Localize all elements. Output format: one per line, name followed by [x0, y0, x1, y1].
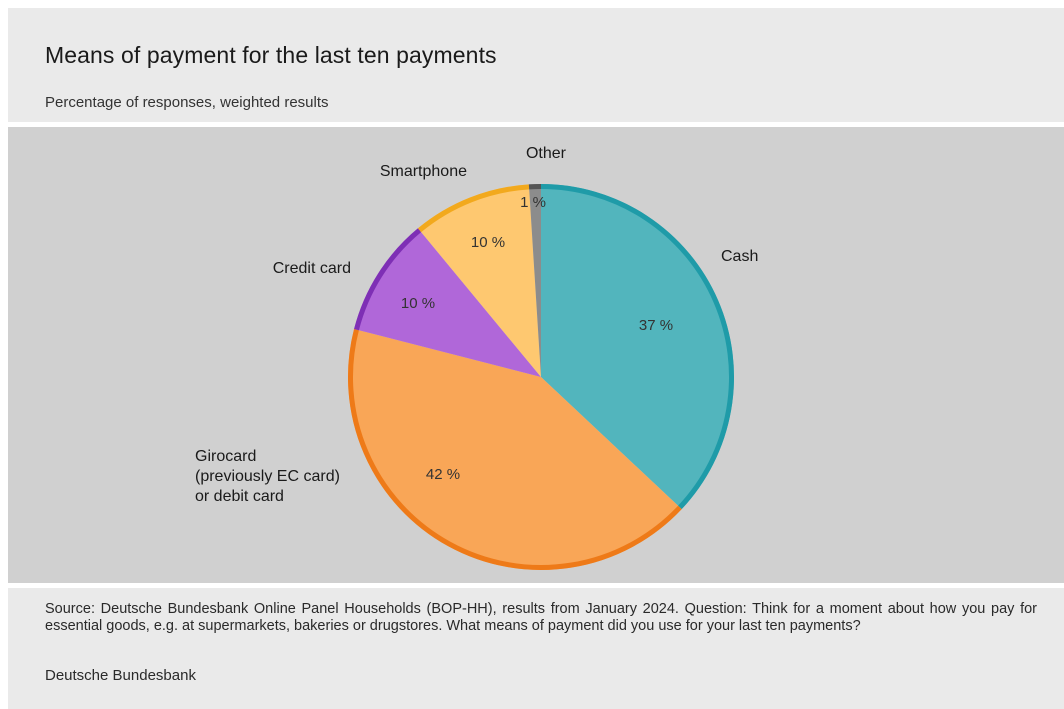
pie-slice-smartphone	[417, 184, 541, 377]
chart-subtitle: Percentage of responses, weighted result…	[45, 94, 329, 111]
pie-slice-border-girocard	[348, 329, 682, 570]
value-label-girocard: 42 %	[426, 466, 460, 483]
publisher: Deutsche Bundesbank	[45, 667, 196, 684]
pie-slice-cash	[541, 184, 734, 510]
category-label-other: Other	[526, 145, 567, 162]
category-label-credit: Credit card	[273, 260, 351, 277]
pie-slice-border-smartphone	[417, 184, 530, 233]
pie-slice-border-credit	[354, 228, 422, 331]
value-label-credit: 10 %	[401, 295, 435, 312]
pie-slices	[348, 184, 734, 570]
category-label-girocard: Girocard (previously EC card) or debit car…	[195, 448, 340, 505]
value-label-smartphone: 10 %	[471, 234, 505, 251]
pie-chart: Cash 37 % Girocard (previously EC card) or d…	[195, 145, 758, 570]
category-label-cash: Cash	[721, 248, 758, 265]
value-label-other: 1 %	[520, 194, 546, 211]
value-label-cash: 37 %	[639, 317, 673, 334]
pie-slice-other	[528, 184, 541, 377]
pie-slice-border-cash	[540, 184, 734, 510]
chart-footer: Source: Deutsche Bundesbank Online Panel…	[8, 588, 1064, 709]
pie-slice-girocard	[348, 329, 682, 570]
source-note: Source: Deutsche Bundesbank Online Panel…	[45, 601, 1037, 634]
category-label-smartphone: Smartphone	[380, 163, 467, 180]
pie-labels: Cash 37 % Girocard (previously EC card) or d…	[195, 145, 758, 505]
chart-figure: Means of payment for the last ten paymen…	[8, 8, 1064, 709]
pie-slice-credit	[354, 228, 541, 377]
plot-area: Cash 37 % Girocard (previously EC card) or d…	[8, 127, 1064, 583]
chart-title: Means of payment for the last ten paymen…	[45, 42, 497, 68]
chart-header: Means of payment for the last ten paymen…	[8, 8, 1064, 122]
